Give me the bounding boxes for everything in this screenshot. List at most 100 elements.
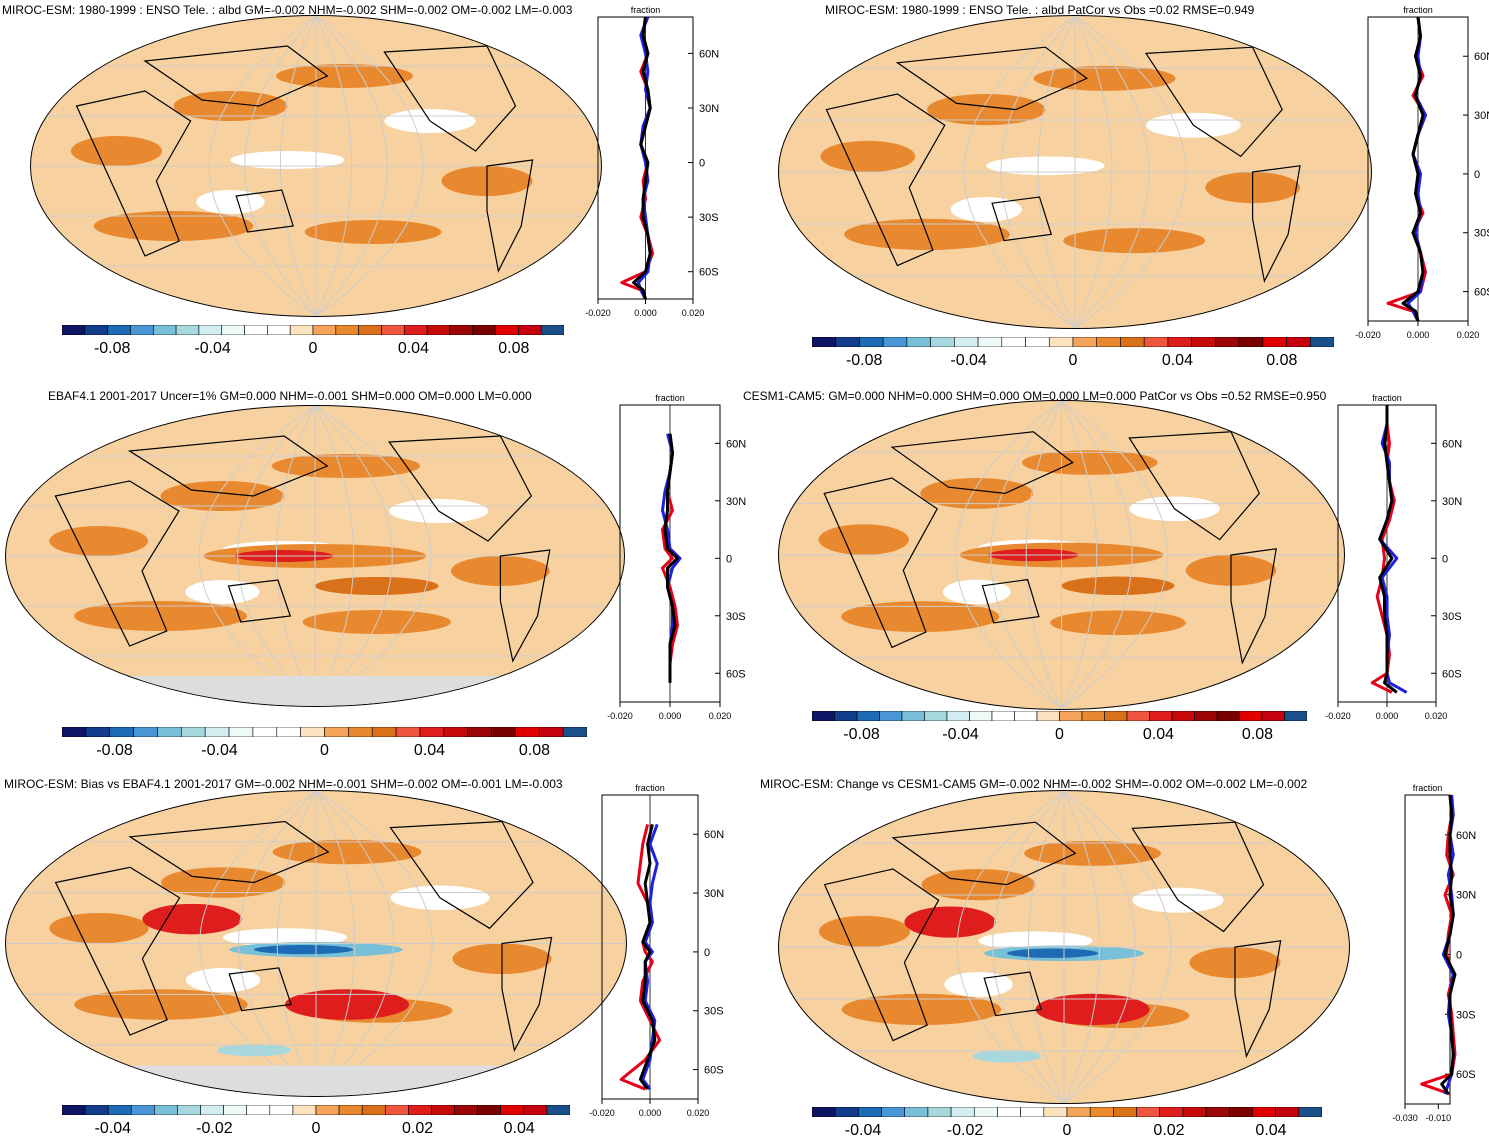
field-patch <box>972 1049 1042 1063</box>
colorbar-box <box>107 1105 132 1115</box>
colorbar-box <box>221 325 245 335</box>
colorbar-box <box>269 1105 294 1115</box>
y-tick-label: 0 <box>699 158 705 170</box>
coastline <box>1131 821 1265 933</box>
colorbar-tick-label: 0.04 <box>503 1120 535 1137</box>
graticule-lon <box>315 791 356 1096</box>
y-tick-label: 60N <box>1456 830 1476 842</box>
colorbar-box <box>954 337 979 347</box>
coastline <box>128 820 330 884</box>
colorbar-box <box>812 1107 836 1117</box>
colorbar-tick-label: 0.08 <box>1241 726 1274 743</box>
colorbar-box <box>969 711 993 721</box>
field-patch <box>1061 576 1175 596</box>
y-tick-label: 60S <box>1442 668 1462 680</box>
colorbar-box <box>154 1105 178 1115</box>
colorbar <box>812 1107 1322 1117</box>
colorbar-box <box>1072 337 1098 347</box>
panel-title: MIROC-ESM: 1980-1999 : ENSO Tele. : albd… <box>2 3 573 17</box>
colorbar-box <box>348 727 373 737</box>
colorbar-box <box>1215 337 1240 347</box>
colorbar-tick-label: -0.04 <box>201 742 238 759</box>
x-tick-label: -0.020 <box>607 711 633 721</box>
y-tick-label: 60N <box>699 48 719 60</box>
graticule-lon <box>238 791 317 1096</box>
colorbar-box <box>1159 1107 1184 1117</box>
colorbar-box <box>546 1105 570 1115</box>
colorbar-box <box>924 711 948 721</box>
colorbar-tick-label: 0.08 <box>1266 352 1298 369</box>
zonal-series-line <box>619 824 662 1091</box>
y-tick-label: 60S <box>1456 1069 1476 1081</box>
x-axis-label: fraction <box>631 5 661 15</box>
colorbar-box <box>500 1105 525 1115</box>
zonal-series-line <box>1440 794 1457 1095</box>
colorbar-box <box>198 325 223 335</box>
zonal-series-line <box>632 16 652 300</box>
colorbar-box <box>419 727 445 737</box>
colorbar-box <box>408 1105 432 1115</box>
field-patch <box>904 906 996 938</box>
graticule-lon <box>1074 16 1150 328</box>
colorbar-box <box>109 727 134 737</box>
y-tick-label: 30S <box>1474 228 1489 240</box>
graticule-lon <box>963 16 1076 328</box>
colorbar <box>62 325 564 335</box>
colorbar-tick-label: 0 <box>1062 1122 1072 1139</box>
colorbar-tick-label: -0.04 <box>844 1122 882 1139</box>
colorbar-tick-label: 0 <box>320 742 329 759</box>
colorbar-box <box>950 1107 975 1117</box>
graticule-lon <box>199 791 317 1096</box>
coastline <box>501 936 553 1053</box>
x-tick-label: 0.020 <box>1457 330 1480 340</box>
coastline <box>75 90 192 257</box>
colorbar-box <box>1020 1107 1045 1117</box>
coastline <box>228 967 293 1012</box>
x-tick-label: 0.000 <box>1407 330 1430 340</box>
coastline <box>389 820 534 930</box>
coastline <box>227 579 292 623</box>
colorbar-box <box>85 727 111 737</box>
graticule-lon <box>1063 791 1172 1103</box>
field-patch <box>820 140 916 172</box>
y-tick-label: 60S <box>1474 287 1489 299</box>
field-patch <box>1021 450 1158 475</box>
colorbar-box <box>246 1105 271 1115</box>
colorbar-box <box>834 1107 859 1117</box>
colorbar-box <box>904 1107 929 1117</box>
colorbar-box <box>477 1105 502 1115</box>
colorbar-box <box>1096 337 1121 347</box>
colorbar-box <box>1252 1107 1276 1117</box>
colorbar-box <box>130 1105 155 1115</box>
colorbar <box>812 337 1334 347</box>
colorbar-box <box>152 325 177 335</box>
graticule-lon <box>208 16 317 316</box>
graticule-lon <box>244 16 317 316</box>
map-field <box>778 400 1345 710</box>
zonal-mean-plot: 60N 30N 0 30S 60S -0.020 0.000 0.020 fraction <box>589 783 724 1118</box>
field-patch <box>1035 993 1150 1025</box>
y-tick-label: 0 <box>726 553 732 565</box>
y-tick-label: 60N <box>704 829 724 841</box>
map-field <box>5 405 625 707</box>
zonal-series-line <box>638 824 657 1091</box>
colorbar-box <box>856 711 880 721</box>
x-tick-label: 0.020 <box>682 308 705 318</box>
coastline <box>823 477 938 649</box>
field-patch <box>818 524 909 555</box>
map-field <box>5 790 627 1097</box>
coastline <box>54 480 180 647</box>
colorbar-tick-label: 0.04 <box>413 742 446 759</box>
colorbar-box <box>991 711 1015 721</box>
x-axis-label: fraction <box>655 393 685 403</box>
coastline <box>895 46 1088 111</box>
field-patch <box>1007 948 1099 958</box>
colorbar-box <box>1228 1107 1253 1117</box>
colorbar-box <box>859 337 884 347</box>
colorbar-box <box>812 711 835 721</box>
colorbar-box <box>157 727 182 737</box>
colorbar-tick-label: 0.02 <box>402 1120 434 1137</box>
y-tick-label: 30S <box>1456 1009 1476 1021</box>
field-patch <box>921 869 1036 901</box>
zonal-mean-plot: 60N 30N 0 30S 60S -0.020 0.000 0.020 fraction <box>1355 5 1489 340</box>
